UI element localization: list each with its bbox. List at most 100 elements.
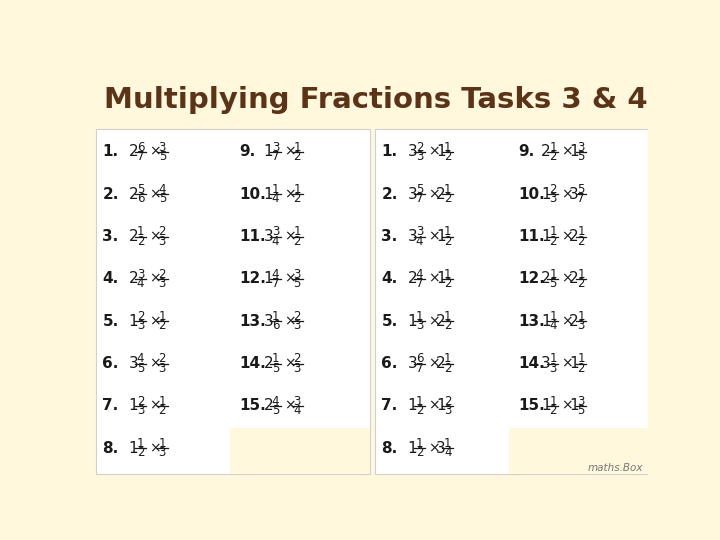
Text: 6: 6: [271, 319, 279, 332]
Text: 1: 1: [577, 225, 585, 238]
Text: 2: 2: [444, 362, 451, 375]
Text: 5: 5: [294, 277, 301, 290]
Text: 4: 4: [416, 234, 423, 248]
Text: 3: 3: [158, 362, 166, 375]
Text: 2: 2: [264, 399, 273, 414]
Text: 3: 3: [294, 395, 301, 408]
Text: 2: 2: [444, 277, 451, 290]
Text: 5: 5: [158, 192, 166, 205]
Text: 1: 1: [570, 399, 579, 414]
Text: 2: 2: [436, 187, 446, 201]
Text: 4: 4: [158, 183, 166, 196]
Text: 1: 1: [416, 395, 423, 408]
Text: 3: 3: [158, 234, 166, 248]
Text: 7: 7: [271, 277, 279, 290]
Text: 3.: 3.: [382, 229, 397, 244]
Text: 2: 2: [541, 272, 551, 286]
Text: 2: 2: [549, 150, 557, 163]
Text: 1: 1: [271, 353, 279, 366]
Text: 1: 1: [444, 225, 451, 238]
Text: 2: 2: [158, 404, 166, 417]
Text: 3: 3: [408, 144, 418, 159]
Text: 3: 3: [158, 277, 166, 290]
Text: 7: 7: [416, 277, 423, 290]
Text: 1: 1: [408, 399, 418, 414]
Text: 12.: 12.: [240, 272, 266, 286]
Text: ×: ×: [562, 145, 573, 159]
Text: ×: ×: [428, 272, 440, 286]
Text: ×: ×: [428, 441, 440, 455]
Text: 2: 2: [577, 277, 585, 290]
Text: 1: 1: [158, 310, 166, 323]
Text: 4: 4: [271, 395, 279, 408]
Text: 1: 1: [137, 225, 145, 238]
Text: 4: 4: [444, 447, 451, 460]
Text: ×: ×: [562, 230, 573, 244]
Text: 1: 1: [570, 144, 579, 159]
Text: 2: 2: [158, 268, 166, 281]
Text: 4: 4: [294, 404, 301, 417]
Text: 4.: 4.: [102, 272, 119, 286]
Text: 2.: 2.: [102, 187, 119, 201]
Text: 3: 3: [158, 141, 166, 154]
Text: 2: 2: [137, 395, 145, 408]
Text: 1: 1: [549, 353, 557, 366]
Text: 3: 3: [577, 395, 585, 408]
Text: ×: ×: [149, 187, 161, 201]
Text: 1: 1: [577, 353, 585, 366]
Text: 14.: 14.: [240, 356, 266, 371]
Text: 4: 4: [271, 192, 279, 205]
Text: 7: 7: [416, 362, 423, 375]
Text: 1: 1: [577, 268, 585, 281]
Text: 2: 2: [129, 144, 138, 159]
Text: ×: ×: [284, 272, 296, 286]
Text: 3: 3: [577, 141, 585, 154]
Text: 2: 2: [294, 353, 301, 366]
Text: 1: 1: [570, 356, 579, 371]
Text: 1: 1: [264, 144, 273, 159]
Text: 2: 2: [416, 141, 423, 154]
Text: 6.: 6.: [382, 356, 397, 371]
Text: ×: ×: [428, 314, 440, 328]
Text: 3: 3: [408, 187, 418, 201]
Text: 10.: 10.: [518, 187, 545, 201]
Text: 3: 3: [416, 319, 423, 332]
Text: 6.: 6.: [102, 356, 119, 371]
Text: 1: 1: [549, 141, 557, 154]
Text: 3: 3: [264, 314, 274, 329]
Text: ×: ×: [284, 356, 296, 370]
FancyBboxPatch shape: [508, 428, 649, 475]
Text: 3: 3: [137, 268, 144, 281]
Text: ×: ×: [284, 187, 296, 201]
Text: 10.: 10.: [240, 187, 266, 201]
Text: 8.: 8.: [102, 441, 119, 456]
Text: 1: 1: [444, 141, 451, 154]
Text: 15.: 15.: [518, 399, 545, 414]
Text: 9.: 9.: [240, 144, 256, 159]
Text: 5: 5: [158, 150, 166, 163]
Text: 1: 1: [129, 314, 138, 329]
Text: 3: 3: [408, 356, 418, 371]
Text: 2.: 2.: [382, 187, 397, 201]
Text: 1: 1: [408, 441, 418, 456]
Text: 6: 6: [137, 192, 145, 205]
Text: 15.: 15.: [240, 399, 266, 414]
Text: 3: 3: [416, 225, 423, 238]
Text: 8.: 8.: [382, 441, 397, 456]
Text: 1: 1: [264, 272, 273, 286]
Text: 5: 5: [577, 183, 585, 196]
Text: 1: 1: [436, 272, 446, 286]
Text: 1.: 1.: [382, 144, 397, 159]
Text: 1: 1: [444, 268, 451, 281]
Text: 1: 1: [541, 187, 551, 201]
Text: 1: 1: [549, 395, 557, 408]
Text: 3: 3: [549, 362, 557, 375]
Text: 3: 3: [271, 141, 279, 154]
Text: 4: 4: [271, 268, 279, 281]
Text: 3: 3: [408, 229, 418, 244]
Text: ×: ×: [284, 145, 296, 159]
Text: 3: 3: [294, 362, 301, 375]
Text: ×: ×: [149, 272, 161, 286]
FancyBboxPatch shape: [96, 130, 370, 475]
Text: 7.: 7.: [382, 399, 397, 414]
